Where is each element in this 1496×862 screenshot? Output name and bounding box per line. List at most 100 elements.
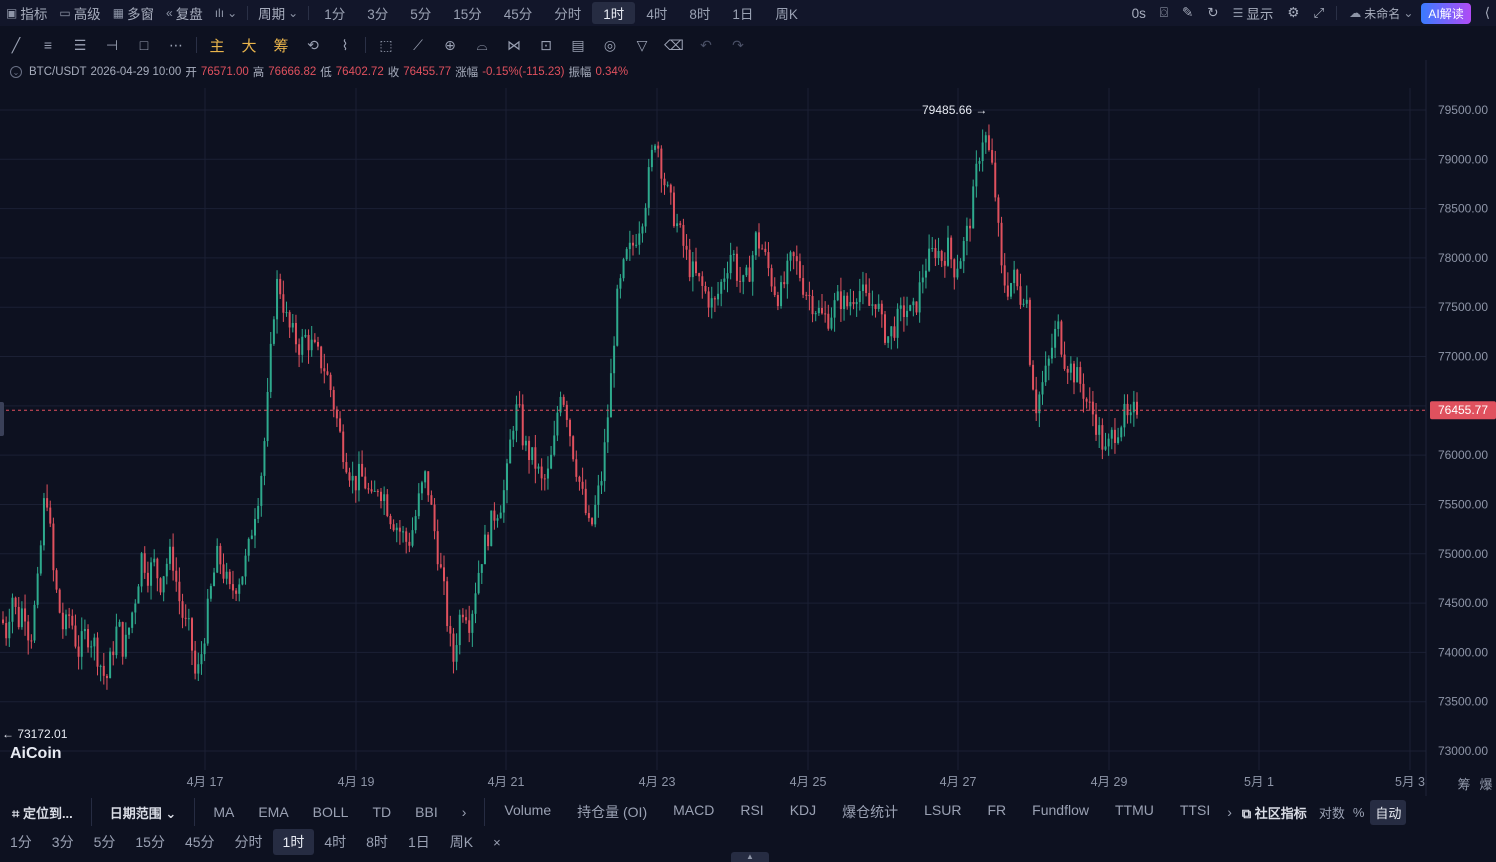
- timeframe-tab[interactable]: 45分: [503, 7, 533, 22]
- replay-button[interactable]: «复盘: [166, 6, 203, 22]
- sub-indicator[interactable]: MACD: [673, 802, 715, 818]
- filter-icon[interactable]: ▽: [636, 36, 648, 53]
- redo-icon[interactable]: ↷: [732, 36, 744, 53]
- camera-icon[interactable]: ⌼: [1159, 5, 1168, 20]
- timeframe-tab[interactable]: 15分: [453, 7, 482, 22]
- percent-scale-toggle[interactable]: %: [1352, 804, 1365, 820]
- timeframe-tab[interactable]: 周K: [775, 7, 798, 22]
- chips-button[interactable]: 筹: [273, 37, 289, 55]
- bottom-timeframe-tab[interactable]: 15分: [135, 834, 165, 850]
- price-chart[interactable]: 73000.00 73500.00 74000.00 74500.00 75000.00…: [0, 0, 1496, 800]
- bottom-timeframe-tab[interactable]: 4时: [324, 834, 347, 850]
- brush-icon[interactable]: ⌇: [341, 36, 349, 53]
- sub-indicator[interactable]: Fundflow: [1032, 802, 1089, 818]
- candle-body: [1057, 321, 1060, 329]
- eye-icon[interactable]: ◎: [603, 36, 617, 53]
- ruler-icon[interactable]: ⟋: [413, 36, 423, 53]
- close-icon[interactable]: ×: [493, 834, 501, 850]
- settings-icon[interactable]: ⚙: [1287, 5, 1300, 20]
- advanced-button[interactable]: ▭ 高级: [59, 6, 101, 22]
- bottom-timeframe-tab[interactable]: 8时: [366, 834, 388, 850]
- pen-icon[interactable]: ✎: [1181, 5, 1194, 20]
- sub-indicator[interactable]: 持仓量 (OI): [577, 804, 648, 820]
- indicators-button[interactable]: ▣ 指标: [6, 6, 48, 22]
- sub-indicator[interactable]: Volume: [504, 802, 552, 818]
- candle-body: [814, 313, 817, 315]
- left-drag-handle[interactable]: [0, 402, 4, 436]
- community-indicators-button[interactable]: ⧉ 社区指标: [1241, 805, 1307, 821]
- zoom-icon[interactable]: ⊕: [444, 36, 456, 53]
- rectangle-icon[interactable]: □: [139, 37, 149, 53]
- main-indicator-ma[interactable]: MA: [213, 804, 235, 820]
- locate-button[interactable]: ⌗ 定位到...: [12, 805, 73, 821]
- candle-body: [187, 618, 190, 620]
- candle-body: [427, 471, 430, 496]
- lock-icon[interactable]: ⊡: [540, 36, 552, 53]
- date-range-button[interactable]: 日期范围 ⌄: [109, 805, 177, 821]
- template-icon[interactable]: ▤: [571, 36, 585, 53]
- undo-icon[interactable]: ↶: [700, 36, 712, 53]
- chart-type-button[interactable]: ılı ⌄: [209, 0, 243, 26]
- multi-window-button[interactable]: ▦ 多窗: [112, 6, 155, 22]
- fib-lines-icon[interactable]: ☰: [73, 36, 87, 53]
- pattern-icon[interactable]: ⟲: [307, 36, 319, 53]
- main-indicator-boll[interactable]: BOLL: [312, 804, 349, 820]
- timeframe-tab[interactable]: 5分: [410, 7, 432, 22]
- large-order-button[interactable]: 大: [241, 37, 257, 55]
- candle-body: [654, 145, 657, 150]
- bottom-timeframe-tab[interactable]: 周K: [449, 834, 474, 850]
- sub-indicator[interactable]: KDJ: [789, 802, 817, 818]
- sub-indicator[interactable]: 爆仓统计: [842, 804, 899, 820]
- main-force-button[interactable]: 主: [209, 37, 225, 55]
- timeframe-tab[interactable]: 分时: [554, 7, 582, 22]
- auto-scale-toggle[interactable]: 自动: [1370, 799, 1407, 825]
- layout-button[interactable]: ☁ 未命名 ⌄: [1349, 6, 1414, 21]
- bottom-timeframe-tab[interactable]: 1日: [407, 834, 430, 850]
- refresh-icon[interactable]: ↻: [1207, 5, 1219, 20]
- sub-indicator[interactable]: RSI: [740, 802, 764, 818]
- bottom-timeframe-tab[interactable]: 3分: [51, 834, 74, 850]
- main-indicator-bbi[interactable]: BBI: [415, 804, 438, 820]
- select-icon[interactable]: ⬚: [379, 36, 393, 53]
- sub-indicator[interactable]: TTMU: [1114, 802, 1154, 818]
- ai-interpret-button[interactable]: AI解读: [1421, 2, 1471, 24]
- share-icon[interactable]: ⟨: [1484, 5, 1490, 20]
- timeframe-tab[interactable]: 4时: [646, 7, 668, 22]
- parallel-channel-icon[interactable]: ≡: [43, 37, 53, 53]
- sub-indicator[interactable]: LSUR: [924, 802, 962, 818]
- more-shapes-icon[interactable]: ⋯: [169, 36, 183, 53]
- trend-line-icon[interactable]: ╱: [11, 36, 21, 53]
- panel-toggle-handle[interactable]: ▲: [731, 852, 769, 862]
- timeframe-tab[interactable]: 8时: [689, 7, 711, 22]
- bottom-timeframe-tab[interactable]: 1时: [272, 829, 315, 855]
- open-value: 76571.00: [200, 66, 249, 78]
- log-scale-toggle[interactable]: 对数: [1318, 805, 1345, 821]
- main-indicator-td[interactable]: TD: [372, 804, 392, 820]
- magnet-icon[interactable]: ⌓: [476, 36, 488, 53]
- trash-icon[interactable]: ⌫: [664, 36, 684, 53]
- price-tick-label: 74000.00: [1438, 645, 1488, 659]
- bottom-timeframe-tab[interactable]: 1分: [10, 834, 32, 850]
- sub-indicator[interactable]: FR: [987, 802, 1007, 818]
- horizontal-line-icon[interactable]: ⊣: [105, 36, 119, 53]
- time-tick-label: 4月 21: [488, 775, 525, 789]
- display-button[interactable]: ☰ 显示: [1232, 6, 1274, 22]
- sub-indicator[interactable]: TTSI: [1179, 802, 1211, 818]
- fullscreen-icon[interactable]: ⤢: [1313, 5, 1325, 20]
- timeframe-tab[interactable]: 3分: [367, 7, 389, 22]
- chevron-right-icon[interactable]: ›: [1227, 804, 1232, 820]
- period-button[interactable]: 周期 ⌄: [258, 6, 299, 22]
- collapse-icon[interactable]: ⌄: [10, 66, 22, 78]
- bottom-timeframe-tab[interactable]: 5分: [93, 834, 116, 850]
- main-indicator-ema[interactable]: EMA: [258, 804, 289, 820]
- chevron-right-icon[interactable]: ›: [461, 804, 467, 820]
- timeframe-tab[interactable]: 1时: [592, 2, 636, 24]
- measure-icon[interactable]: ⋈: [507, 36, 521, 53]
- bottom-timeframe-tab[interactable]: 分时: [234, 834, 263, 850]
- bottom-timeframe-tab[interactable]: 45分: [184, 834, 215, 850]
- timeframe-tab[interactable]: 1日: [732, 7, 754, 22]
- timeframe-tab[interactable]: 1分: [324, 7, 346, 22]
- candle-body: [780, 282, 783, 307]
- candle-body: [96, 637, 99, 667]
- candle-body: [994, 162, 997, 198]
